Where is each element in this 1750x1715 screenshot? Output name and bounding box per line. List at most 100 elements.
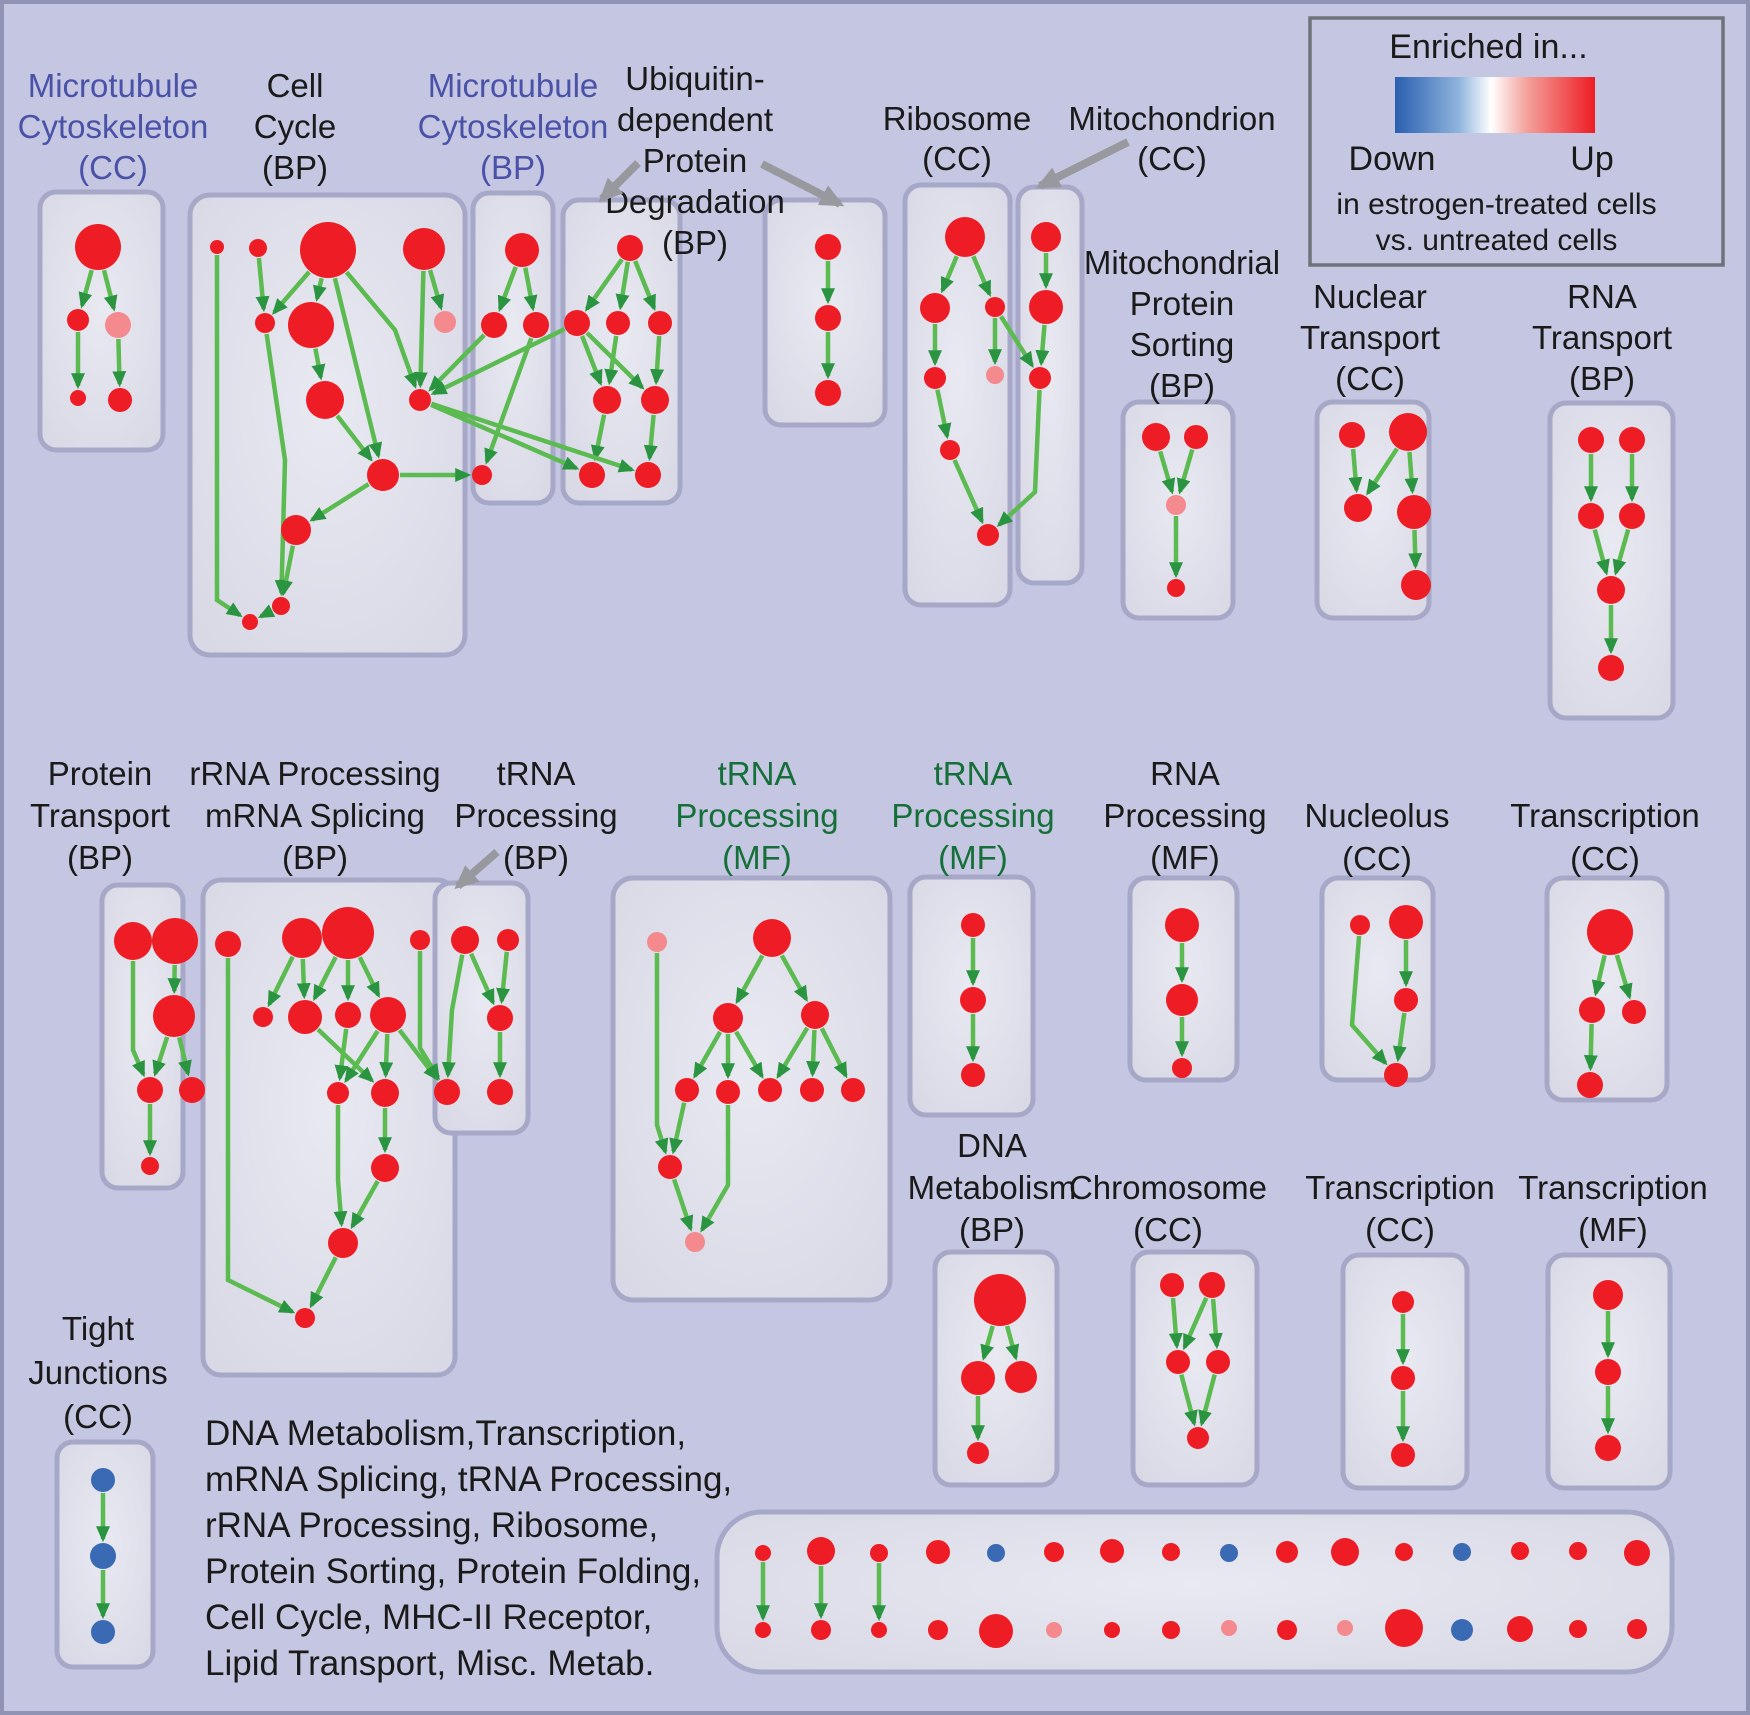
node-misc-terms-29 <box>1569 1620 1587 1638</box>
node-trna-processing-mf-1-3 <box>801 1001 829 1029</box>
node-transcription-cc-mid-2 <box>1622 1000 1646 1024</box>
node-misc-terms-11 <box>1046 1622 1062 1638</box>
node-ubiquitin-bp-6 <box>579 462 605 488</box>
label-microtubule-bp: Microtubule Cytoskeleton (BP) <box>418 67 609 186</box>
node-nuclear-transport-cc-2 <box>1344 494 1372 522</box>
node-cell-cycle-bp-8 <box>409 389 431 411</box>
node-protein-transport-bp-3 <box>137 1077 163 1103</box>
layer-pointers <box>454 138 1130 890</box>
group-box-transcription-cc-mid <box>1544 875 1670 1103</box>
node-trna-processing-bp-4 <box>487 1079 513 1105</box>
layer-boxes <box>37 182 1676 1675</box>
node-transcription-mf-0 <box>1593 1280 1623 1310</box>
node-misc-terms-9 <box>979 1614 1013 1648</box>
node-misc-terms-5 <box>871 1622 887 1638</box>
edge-rrna-processing-bp-11 <box>350 1179 380 1230</box>
node-cell-cycle-bp-1 <box>249 239 267 257</box>
group-box-rrna-processing-bp <box>200 877 458 1378</box>
node-protein-transport-bp-0 <box>114 922 152 960</box>
node-misc-terms-24 <box>1453 1543 1471 1561</box>
legend-subtitle-1: in estrogen-treated cells <box>1336 188 1656 221</box>
edge-cell-cycle-bp-11 <box>279 545 296 597</box>
edge-rrna-processing-bp-2 <box>312 955 338 1002</box>
edge-trna-processing-mf-1-8 <box>654 953 669 1155</box>
node-nucleolus-cc-1 <box>1389 905 1423 939</box>
label-transcription-cc-bottom: Transcription (CC) <box>1305 1169 1495 1248</box>
node-transcription-cc-mid-0 <box>1587 909 1633 955</box>
label-dna-metabolism-bp: DNA Metabolism (BP) <box>908 1127 1077 1248</box>
node-transcription-mf-2 <box>1595 1435 1621 1461</box>
cross-edge-8 <box>417 951 441 1081</box>
node-transcription-cc-bottom-2 <box>1391 1443 1415 1467</box>
edge-mito-protein-sorting-0 <box>1158 450 1176 495</box>
node-misc-terms-21 <box>1337 1620 1353 1636</box>
node-misc-terms-16 <box>1220 1544 1238 1562</box>
edge-trna-processing-mf-1-11 <box>700 1105 731 1233</box>
edge-trna-processing-mf-1-4 <box>734 1030 764 1079</box>
edge-trna-processing-mf-1-5 <box>776 1026 810 1080</box>
group-box-rna-transport-bp <box>1547 400 1676 721</box>
node-cell-cycle-bp-4 <box>255 313 275 333</box>
node-misc-terms-22 <box>1395 1543 1413 1561</box>
node-transcription-cc-bottom-0 <box>1392 1291 1414 1313</box>
group-box-misc-terms <box>714 1509 1675 1675</box>
node-rna-transport-bp-2 <box>1578 503 1604 529</box>
edge-protein-transport-bp-3 <box>177 1036 192 1077</box>
edge-trna-processing-mf-1-2 <box>692 1030 723 1079</box>
edge-trna-processing-mf-1-1 <box>779 954 809 1003</box>
edge-trna-processing-mf-1-7 <box>819 1027 848 1079</box>
node-nucleolus-cc-3 <box>1384 1063 1408 1087</box>
node-transcription-cc-bottom-1 <box>1391 1366 1415 1390</box>
node-misc-terms-12 <box>1100 1539 1124 1563</box>
node-rna-processing-mf-2 <box>1172 1058 1192 1078</box>
node-trna-processing-mf-1-6 <box>758 1078 782 1102</box>
node-trna-processing-mf-1-2 <box>713 1003 743 1033</box>
label-trna-processing-mf-2: tRNA Processing (MF) <box>891 755 1054 876</box>
edge-protein-transport-bp-2 <box>152 1036 170 1077</box>
node-microtubule-cc-2 <box>105 312 131 338</box>
node-ubiquitin-bp-2-1 <box>815 305 841 331</box>
edge-rrna-processing-bp-0 <box>267 955 295 1008</box>
node-cell-cycle-bp-10 <box>281 515 311 545</box>
node-nucleolus-cc-0 <box>1350 915 1370 935</box>
edge-microtubule-cc-1 <box>101 269 118 312</box>
edge-nuclear-transport-cc-2 <box>1404 451 1419 495</box>
node-nuclear-transport-cc-1 <box>1389 413 1427 451</box>
edge-protein-transport-bp-0 <box>130 961 146 1078</box>
edge-rrna-processing-bp-13 <box>225 958 296 1314</box>
edge-ribosome-cc-4 <box>935 389 952 440</box>
node-tight-junctions-cc-0 <box>91 1468 115 1492</box>
label-chromosome-cc: Chromosome (CC) <box>1069 1169 1267 1248</box>
node-trna-processing-mf-1-9 <box>658 1155 682 1179</box>
edge-mitochondrion-cc-1 <box>1035 324 1050 367</box>
node-ubiquitin-bp-7 <box>635 462 661 488</box>
node-nuclear-transport-cc-0 <box>1339 422 1365 448</box>
node-chromosome-cc-4 <box>1187 1427 1209 1449</box>
node-misc-terms-18 <box>1276 1541 1298 1563</box>
node-transcription-cc-mid-1 <box>1579 997 1605 1023</box>
node-cell-cycle-bp-9 <box>367 459 399 491</box>
edge-cell-cycle-bp-2 <box>312 277 327 302</box>
trna-bp-arrow <box>454 848 500 890</box>
node-rna-transport-bp-4 <box>1597 576 1625 604</box>
node-nuclear-transport-cc-4 <box>1401 570 1431 600</box>
node-ribosome-cc-5 <box>940 440 960 460</box>
node-rrna-processing-bp-3 <box>410 930 430 950</box>
edge-nuclear-transport-cc-1 <box>1366 447 1399 496</box>
edge-cell-cycle-bp-8 <box>335 414 373 462</box>
node-ubiquitin-bp-2-2 <box>815 380 841 406</box>
edge-dna-metabolism-bp-1 <box>1004 1325 1020 1361</box>
label-rna-transport-bp: RNA Transport (BP) <box>1532 278 1672 397</box>
node-mitochondrion-cc-2 <box>1029 367 1051 389</box>
node-rrna-processing-bp-8 <box>327 1082 349 1104</box>
node-ribosome-cc-4 <box>986 366 1004 384</box>
node-mito-protein-sorting-1 <box>1184 425 1208 449</box>
node-misc-terms-2 <box>807 1537 835 1565</box>
node-cell-cycle-bp-11 <box>272 597 290 615</box>
node-cell-cycle-bp-5 <box>288 302 334 348</box>
edge-cell-cycle-bp-0 <box>255 257 270 313</box>
node-trna-processing-mf-1-8 <box>841 1078 865 1102</box>
node-ubiquitin-bp-2-0 <box>815 234 841 260</box>
